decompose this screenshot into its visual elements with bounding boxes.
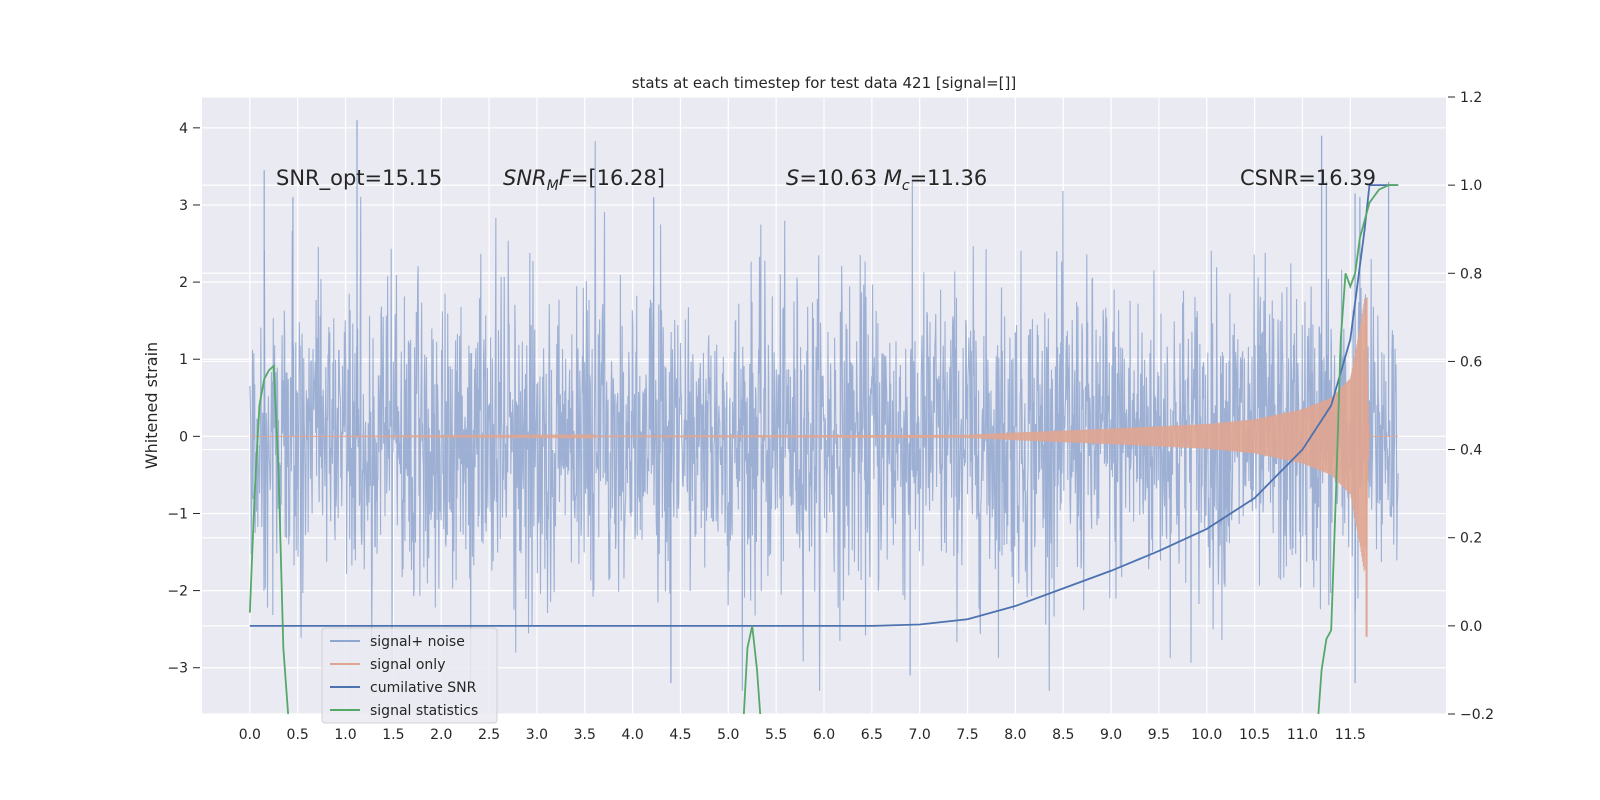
x-tick-label: 2.0 [430, 727, 452, 743]
annotation-mc-label: M [884, 166, 902, 190]
annotation-csnr: CSNR=16.39 [1240, 166, 1376, 190]
x-tick-label: 8.5 [1052, 727, 1074, 743]
y-tick-label: −3 [167, 661, 188, 677]
x-tick-label: 6.5 [861, 727, 883, 743]
annotation-s-label: S [786, 166, 799, 190]
series-signal-only [249, 298, 1399, 572]
annotation-snr-mf-rest: =[16.28] [571, 166, 665, 190]
data-layer [248, 120, 1399, 714]
annotation-snr-mf-f: F [559, 166, 572, 190]
y-tick-label: −2 [167, 584, 188, 600]
x-tick-label: 10.5 [1239, 727, 1270, 743]
x-tick-label: 0.0 [239, 727, 261, 743]
annotation-mc-sub: c [902, 178, 910, 194]
y-tick-label: 1 [179, 352, 188, 368]
series-signal-statistics-segment [248, 363, 290, 714]
x-tick-label: 3.5 [574, 727, 596, 743]
x-tick-label: 5.5 [765, 727, 787, 743]
x-tick-label: 9.0 [1100, 727, 1122, 743]
annotation-mc-value: =11.36 [910, 166, 988, 190]
x-tick-label: 1.5 [382, 727, 404, 743]
legend-label: signal only [370, 657, 445, 673]
annotation-snr-mf-main: SNR [503, 166, 547, 190]
legend-label: signal statistics [370, 703, 478, 719]
x-tick-label: 7.5 [956, 727, 978, 743]
y2-tick-labels: 1.2 1.0 0.8 0.6 0.4 0.2 0.0 −0.2 [1448, 90, 1494, 723]
y2-tick-label: 0.0 [1460, 619, 1482, 635]
x-tick-label: 6.0 [813, 727, 835, 743]
x-tick-label: 4.0 [621, 727, 643, 743]
x-tick-label: 2.5 [478, 727, 500, 743]
annotation-s-mc: S=10.63 Mc=11.36 [786, 166, 987, 194]
x-tick-label: 3.0 [526, 727, 548, 743]
x-tick-label: 9.5 [1148, 727, 1170, 743]
legend-label: cumilative SNR [370, 680, 477, 696]
x-tick-label: 4.5 [669, 727, 691, 743]
y-axis-label: Whitened strain [142, 342, 161, 469]
plot-area: 0.0 0.5 1.0 1.5 2.0 2.5 3.0 3.5 4.0 4.5 5.0 5.5 6.0 6… [167, 90, 1494, 743]
y2-tick-label: 0.6 [1460, 354, 1482, 370]
y-tick-labels: 4 3 2 1 0 −1 −2 −3 [167, 121, 200, 677]
series-signal-statistics-segment [742, 625, 762, 714]
y-tick-label: 4 [179, 121, 188, 137]
series-cumilative-snr [249, 184, 1399, 627]
y2-tick-label: 0.8 [1460, 266, 1482, 282]
annotations: SNR_opt=15.15 SNRMF=[16.28] S=10.63 Mc=1… [276, 166, 1376, 194]
annotation-s-value: =10.63 [799, 166, 883, 190]
x-tick-label: 10.0 [1191, 727, 1222, 743]
x-tick-label: 0.5 [287, 727, 309, 743]
y-tick-label: 2 [179, 275, 188, 291]
legend-frame [321, 627, 498, 724]
legend: signal+ noise signal only cumilative SNR si… [321, 627, 498, 724]
chart-title: stats at each timestep for test data 421… [632, 74, 1017, 92]
series-signal-statistics-segment [1317, 184, 1399, 714]
y2-tick-label: −0.2 [1460, 707, 1494, 723]
x-tick-label: 11.0 [1287, 727, 1318, 743]
x-tick-label: 5.0 [717, 727, 739, 743]
annotation-snr-opt: SNR_opt=15.15 [276, 166, 442, 191]
y2-tick-label: 1.2 [1460, 90, 1482, 106]
annotation-snr-mf-sub: M [547, 178, 559, 194]
y-tick-label: 0 [179, 429, 188, 445]
x-tick-labels: 0.0 0.5 1.0 1.5 2.0 2.5 3.0 3.5 4.0 4.5 5.0 5.5 6.0 6… [239, 727, 1366, 743]
y2-tick-label: 0.4 [1460, 443, 1482, 459]
annotation-snr-mf: SNRMF=[16.28] [503, 166, 665, 194]
x-tick-label: 8.0 [1004, 727, 1026, 743]
y2-tick-label: 0.2 [1460, 531, 1482, 547]
y-tick-label: −1 [167, 506, 188, 522]
x-tick-label: 7.0 [909, 727, 931, 743]
x-tick-label: 11.5 [1335, 727, 1366, 743]
y-tick-label: 3 [179, 198, 188, 214]
y2-tick-label: 1.0 [1460, 178, 1482, 194]
x-tick-label: 1.0 [334, 727, 356, 743]
legend-label: signal+ noise [370, 634, 465, 650]
